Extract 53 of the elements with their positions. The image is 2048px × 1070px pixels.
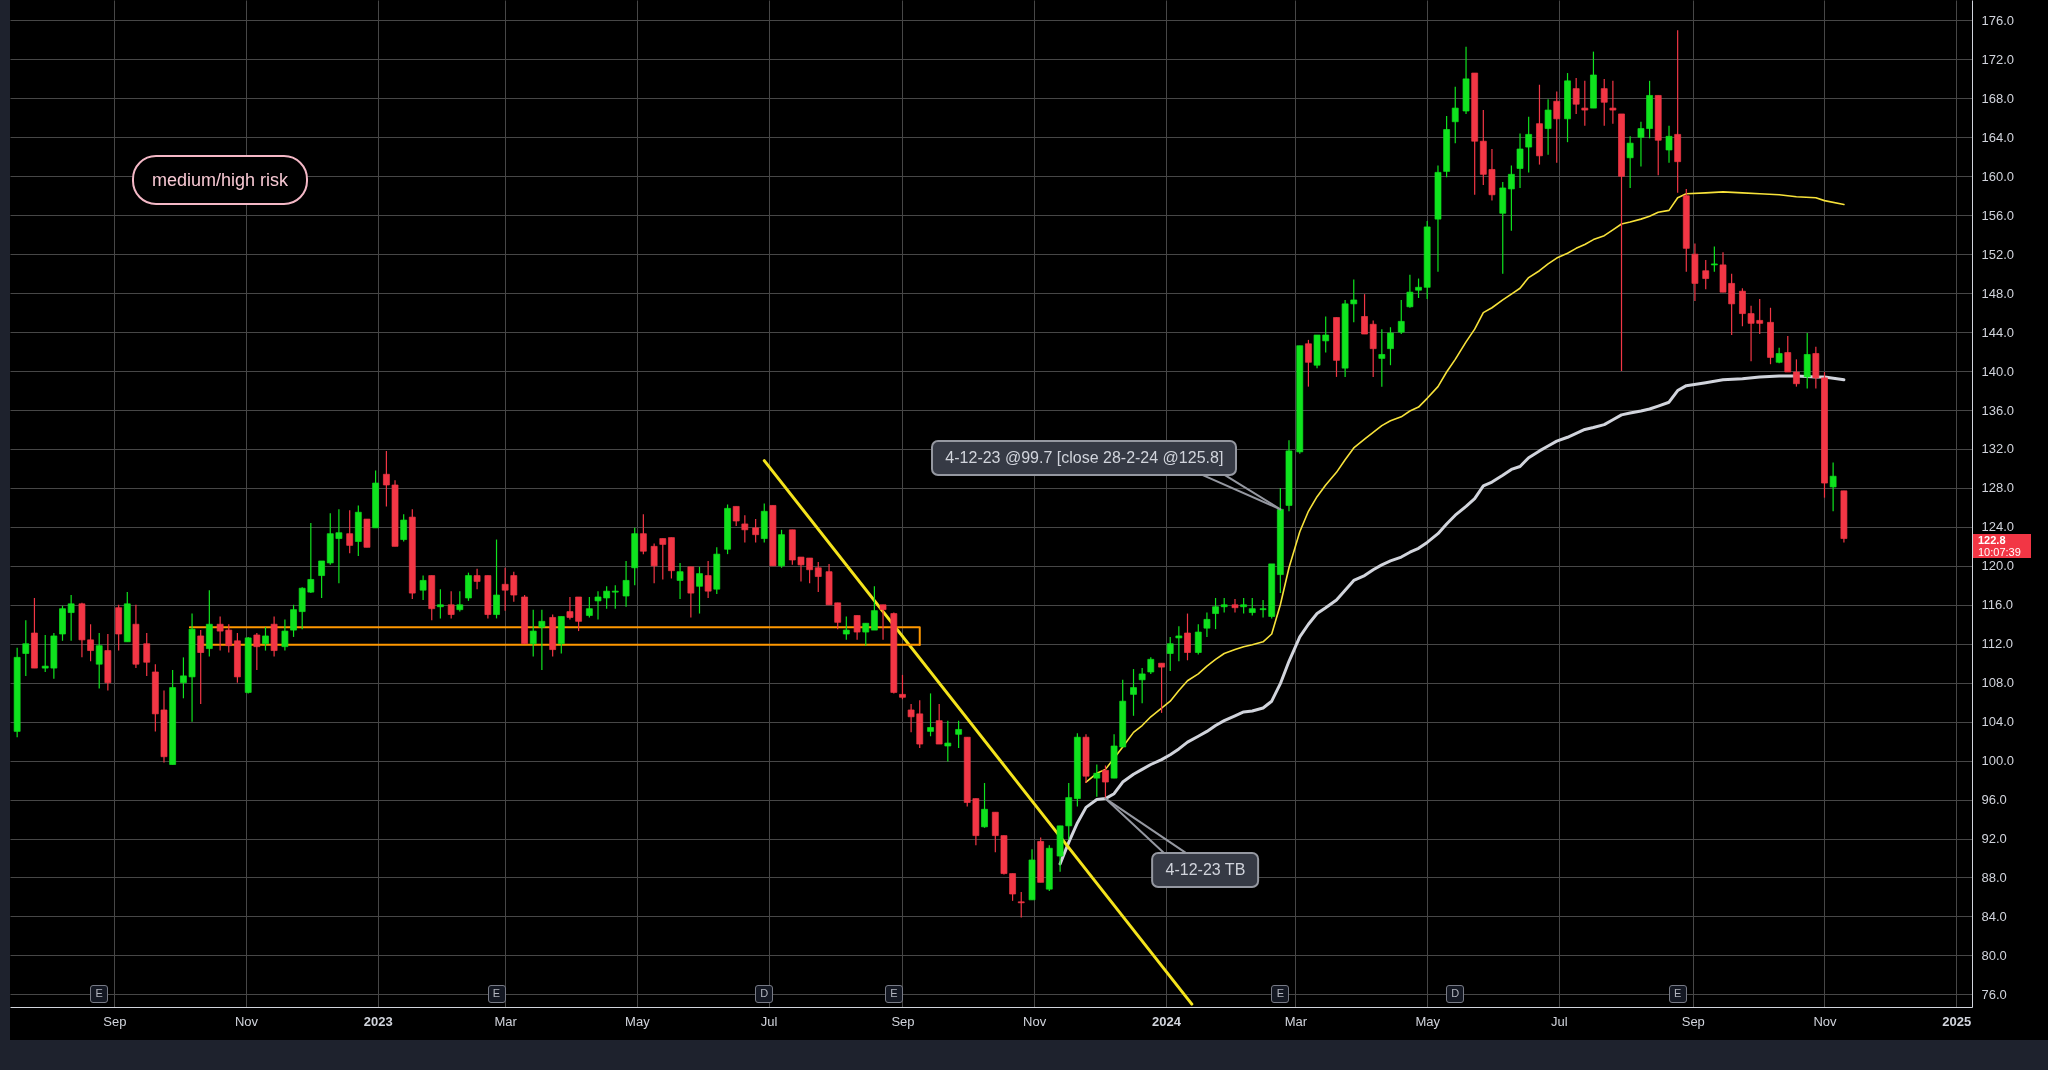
y-tick-label: 76.0 bbox=[1981, 986, 2007, 1002]
x-tick-label: Mar bbox=[1284, 1013, 1308, 1029]
y-tick-label: 124.0 bbox=[1981, 519, 2015, 535]
y-tick-label: 164.0 bbox=[1981, 129, 2015, 145]
annotation: 4-12-23 @99.7 [close 28-2-24 @125.8] bbox=[931, 440, 1238, 477]
y-tick-label: 136.0 bbox=[1981, 402, 2015, 418]
y-tick-label: 128.0 bbox=[1981, 480, 2015, 496]
y-tick-label: 156.0 bbox=[1981, 207, 2015, 223]
x-tick-label: 2024 bbox=[1151, 1013, 1182, 1029]
y-tick-label: 80.0 bbox=[1981, 947, 2007, 963]
x-tick-label: Nov bbox=[1813, 1013, 1838, 1029]
x-tick-label: May bbox=[625, 1013, 651, 1029]
y-tick-label: 116.0 bbox=[1981, 597, 2014, 613]
x-tick-label: Nov bbox=[1023, 1013, 1047, 1029]
y-tick-label: 168.0 bbox=[1981, 90, 2015, 106]
x-tick-label: Jul bbox=[1551, 1013, 1568, 1029]
x-tick-label: Mar bbox=[494, 1013, 518, 1029]
y-tick-label: 104.0 bbox=[1981, 714, 2015, 730]
y-tick-label: 140.0 bbox=[1981, 363, 2015, 379]
annotation: 4-12-23 TB bbox=[1151, 851, 1260, 888]
annotation: E bbox=[487, 985, 506, 1004]
x-tick-label: Jul bbox=[760, 1013, 778, 1029]
x-tick-label: 2025 bbox=[1942, 1013, 1972, 1029]
x-tick-label: May bbox=[1415, 1013, 1441, 1029]
x-tick-label: Sep bbox=[103, 1013, 127, 1029]
annotation: E bbox=[884, 985, 903, 1004]
annotation: E bbox=[1668, 985, 1687, 1004]
y-tick-label: 160.0 bbox=[1981, 168, 2015, 184]
y-tick-label: 172.0 bbox=[1981, 51, 2015, 67]
x-tick-label: Sep bbox=[1681, 1013, 1705, 1029]
annotation: E bbox=[90, 985, 109, 1004]
x-tick-label: Nov bbox=[234, 1013, 259, 1029]
y-tick-label: 112.0 bbox=[1981, 636, 2014, 652]
y-tick-label: 88.0 bbox=[1981, 869, 2007, 885]
y-tick-label: 152.0 bbox=[1981, 246, 2015, 262]
y-tick-label: 84.0 bbox=[1981, 908, 2007, 924]
y-tick-label: 144.0 bbox=[1981, 324, 2015, 340]
y-tick-label: 100.0 bbox=[1981, 753, 2015, 769]
y-tick-label: 176.0 bbox=[1981, 12, 2015, 28]
annotation: E bbox=[1271, 985, 1290, 1004]
y-tick-label: 96.0 bbox=[1981, 792, 2007, 808]
text: 122.8 bbox=[1973, 533, 2031, 546]
text: 10:07:39 bbox=[1973, 545, 2031, 558]
y-tick-label: 120.0 bbox=[1981, 558, 2015, 574]
x-tick-label: Sep bbox=[891, 1013, 915, 1029]
y-tick-label: 92.0 bbox=[1981, 831, 2007, 847]
y-tick-label: 148.0 bbox=[1981, 285, 2015, 301]
x-tick-label: 2023 bbox=[363, 1013, 393, 1029]
y-tick-label: 108.0 bbox=[1981, 675, 2015, 691]
y-tick-label: 132.0 bbox=[1981, 441, 2015, 457]
annotation: D bbox=[1446, 985, 1465, 1004]
annotation: medium/high risk bbox=[132, 155, 309, 205]
annotation: D bbox=[755, 985, 774, 1004]
